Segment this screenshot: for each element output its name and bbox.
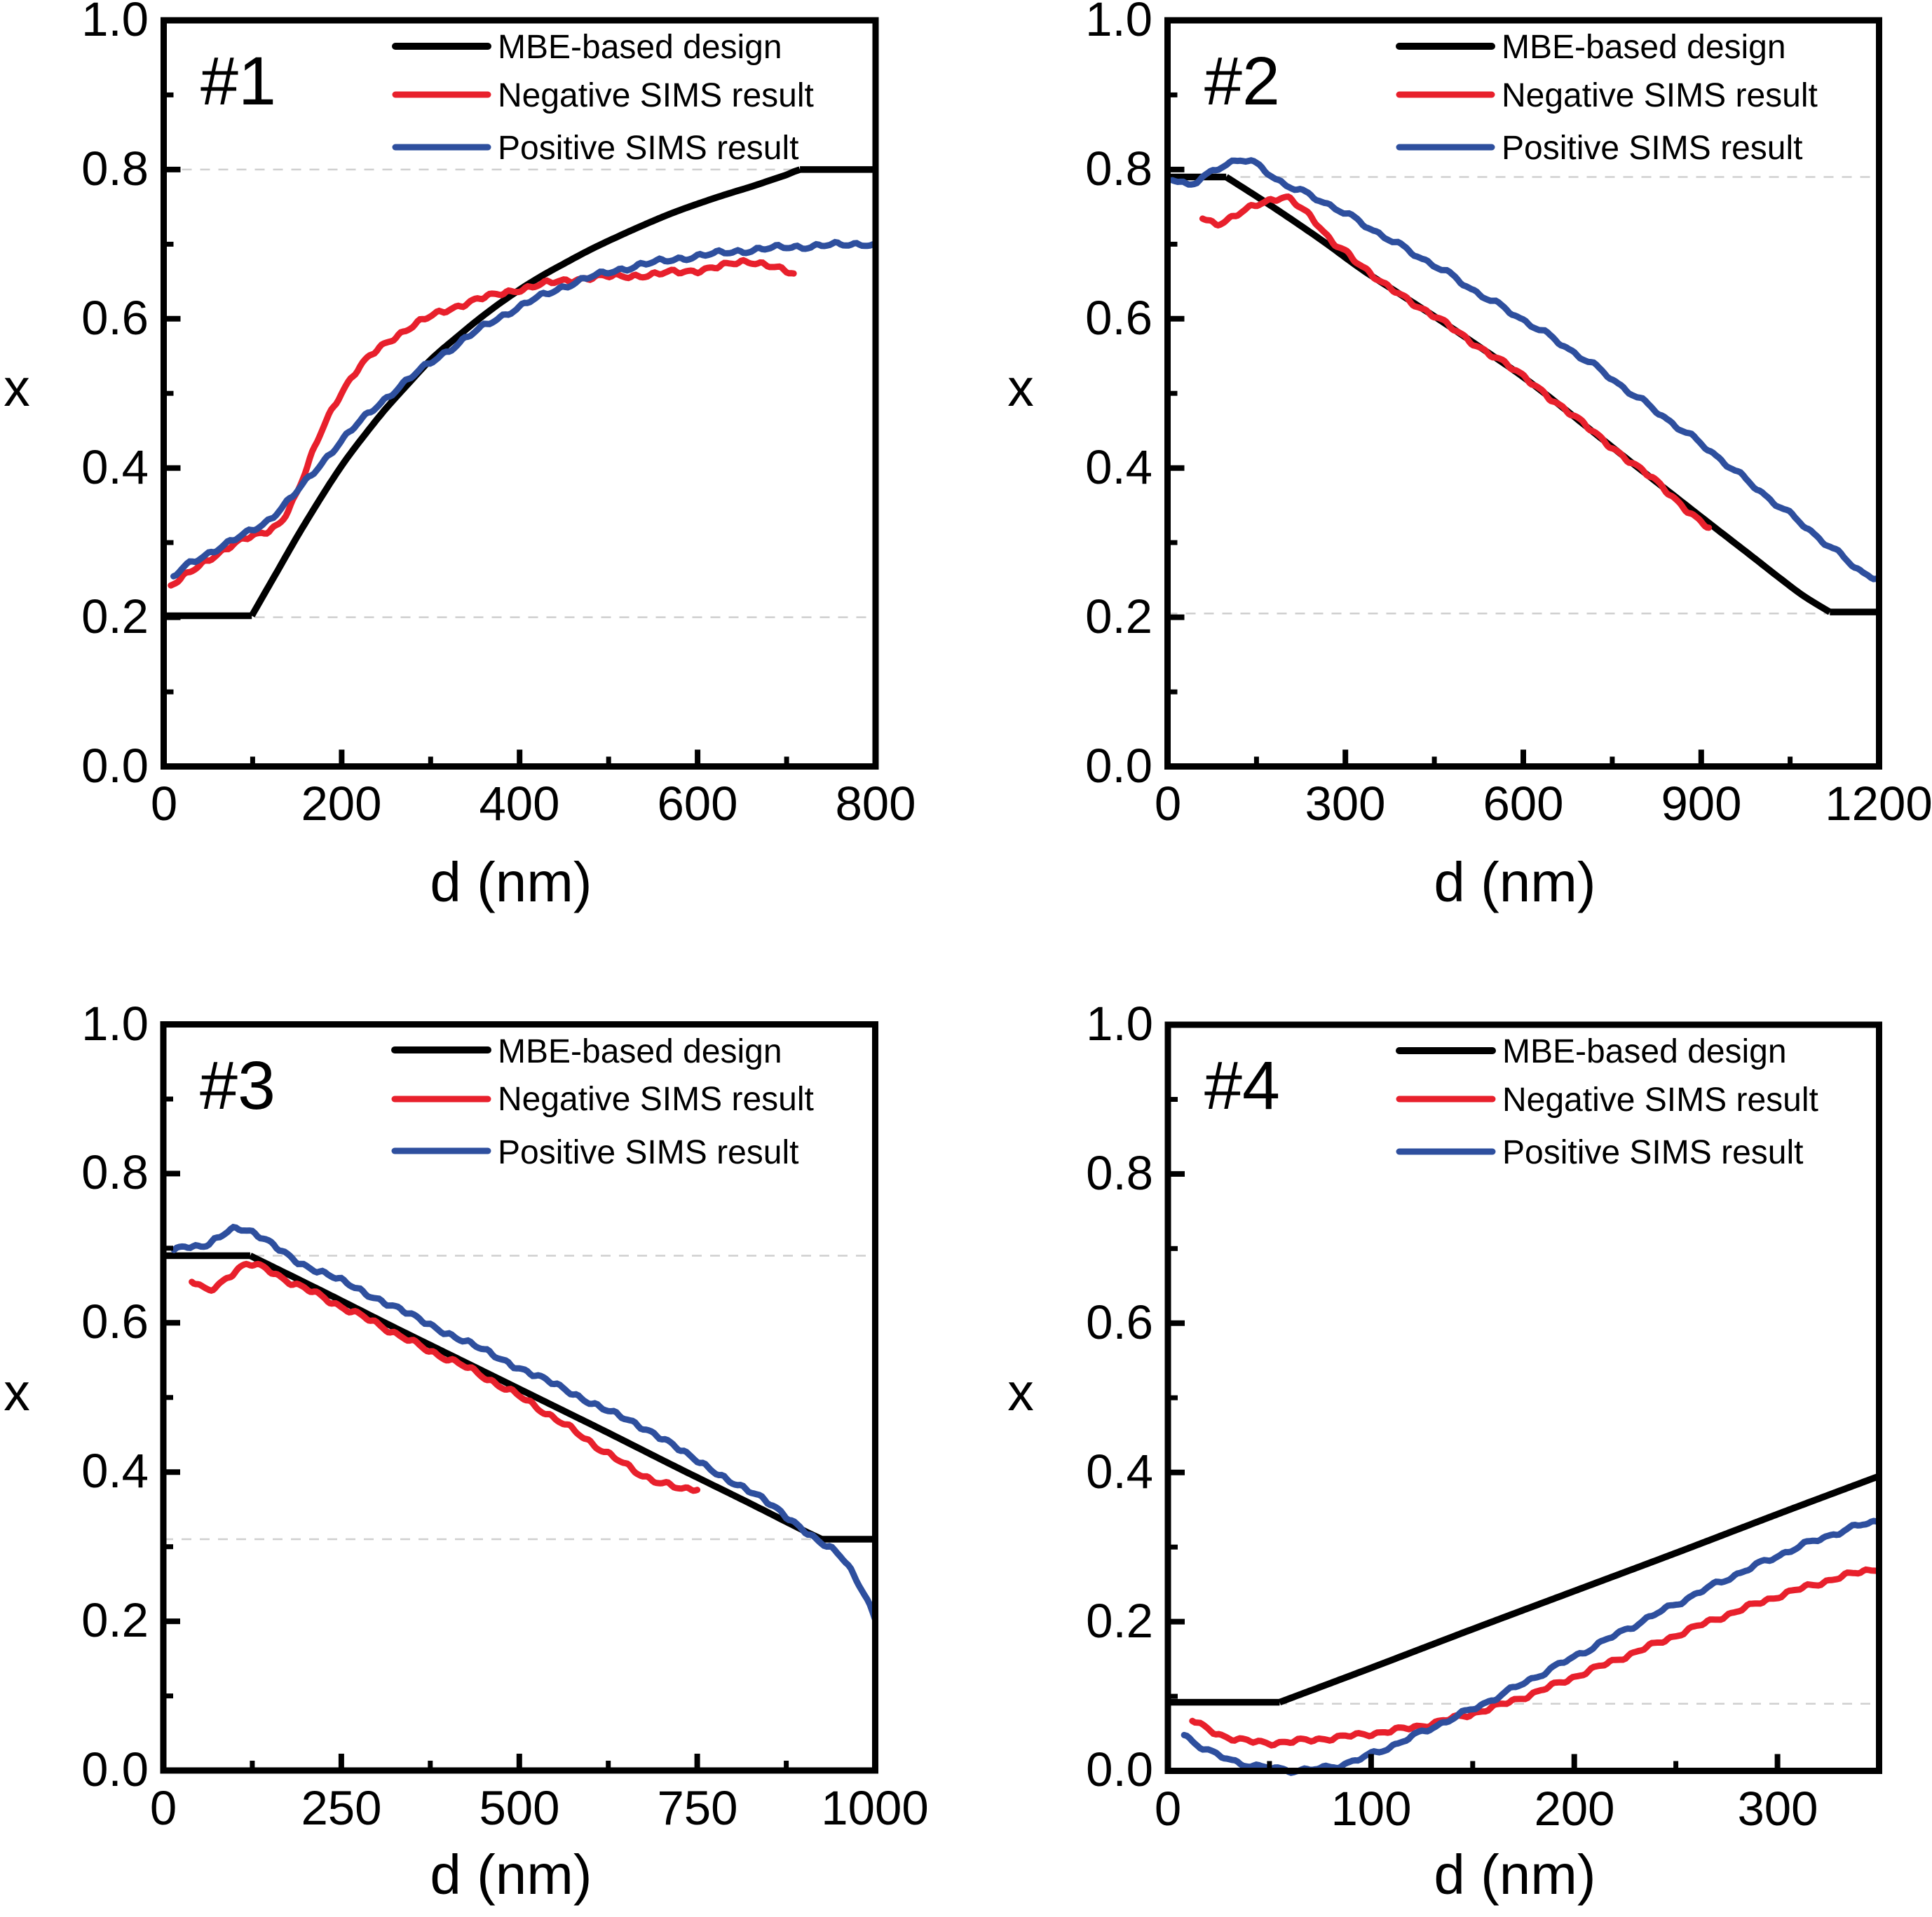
- svg-text:0.8: 0.8: [1085, 142, 1152, 196]
- svg-text:#1: #1: [200, 43, 276, 119]
- svg-text:300: 300: [1305, 777, 1385, 831]
- svg-text:0.0: 0.0: [1086, 1742, 1153, 1796]
- svg-text:250: 250: [301, 1781, 381, 1835]
- svg-text:#4: #4: [1204, 1047, 1280, 1124]
- svg-text:#3: #3: [200, 1047, 275, 1124]
- svg-text:Negative SIMS result: Negative SIMS result: [498, 1081, 814, 1118]
- svg-text:0.4: 0.4: [81, 440, 149, 494]
- svg-text:0.4: 0.4: [1086, 1445, 1153, 1499]
- svg-text:1.0: 1.0: [1086, 997, 1153, 1051]
- svg-text:Positive SIMS result: Positive SIMS result: [498, 1134, 798, 1171]
- svg-text:100: 100: [1331, 1782, 1411, 1836]
- svg-text:1.0: 1.0: [81, 0, 149, 46]
- svg-text:0.2: 0.2: [81, 589, 149, 643]
- svg-text:0.6: 0.6: [81, 1295, 149, 1349]
- svg-text:Negative SIMS result: Negative SIMS result: [498, 77, 814, 114]
- svg-text:d (nm): d (nm): [1434, 851, 1596, 913]
- svg-text:1.0: 1.0: [81, 997, 149, 1051]
- svg-text:Positive SIMS result: Positive SIMS result: [1502, 130, 1802, 167]
- svg-text:600: 600: [1483, 777, 1563, 831]
- svg-text:0.8: 0.8: [81, 142, 149, 196]
- svg-text:0.4: 0.4: [1085, 440, 1152, 494]
- svg-text:Positive SIMS result: Positive SIMS result: [1502, 1134, 1803, 1171]
- svg-text:200: 200: [301, 777, 381, 831]
- svg-text:1200: 1200: [1825, 777, 1932, 831]
- svg-text:0.6: 0.6: [81, 291, 149, 345]
- svg-text:0.4: 0.4: [81, 1444, 149, 1498]
- svg-text:0.6: 0.6: [1085, 291, 1152, 345]
- svg-text:0.2: 0.2: [81, 1593, 149, 1647]
- svg-text:0: 0: [1155, 777, 1181, 831]
- svg-text:d (nm): d (nm): [430, 851, 592, 913]
- svg-text:MBE-based design: MBE-based design: [498, 1033, 782, 1070]
- svg-text:MBE-based design: MBE-based design: [1502, 29, 1786, 66]
- svg-text:x: x: [1007, 1363, 1034, 1421]
- svg-text:0: 0: [151, 777, 177, 831]
- svg-text:0.8: 0.8: [81, 1145, 149, 1199]
- svg-text:Positive SIMS result: Positive SIMS result: [498, 130, 798, 167]
- svg-text:0: 0: [1155, 1782, 1181, 1836]
- svg-text:d (nm): d (nm): [430, 1843, 592, 1906]
- svg-text:1000: 1000: [821, 1781, 929, 1835]
- svg-text:0.2: 0.2: [1085, 589, 1152, 643]
- svg-text:300: 300: [1737, 1782, 1818, 1836]
- svg-text:0.0: 0.0: [81, 1742, 149, 1796]
- svg-text:Negative SIMS result: Negative SIMS result: [1502, 77, 1818, 114]
- svg-text:Negative SIMS result: Negative SIMS result: [1502, 1082, 1818, 1119]
- svg-text:400: 400: [479, 777, 559, 831]
- svg-text:0.8: 0.8: [1086, 1146, 1153, 1200]
- svg-text:MBE-based design: MBE-based design: [1502, 1033, 1787, 1070]
- svg-text:#2: #2: [1204, 43, 1280, 119]
- svg-text:800: 800: [835, 777, 916, 831]
- svg-text:d (nm): d (nm): [1434, 1843, 1596, 1906]
- svg-text:0: 0: [150, 1781, 177, 1835]
- svg-text:0.0: 0.0: [1085, 739, 1152, 793]
- svg-text:x: x: [4, 1363, 30, 1421]
- svg-text:0.0: 0.0: [81, 739, 149, 793]
- svg-text:900: 900: [1661, 777, 1741, 831]
- svg-text:600: 600: [657, 777, 737, 831]
- svg-text:1.0: 1.0: [1085, 0, 1152, 46]
- svg-text:MBE-based design: MBE-based design: [498, 29, 782, 66]
- svg-text:0.6: 0.6: [1086, 1295, 1153, 1349]
- svg-text:x: x: [4, 358, 30, 417]
- svg-text:0.2: 0.2: [1086, 1594, 1153, 1648]
- svg-text:750: 750: [657, 1781, 737, 1835]
- svg-text:500: 500: [479, 1781, 559, 1835]
- svg-text:x: x: [1007, 358, 1034, 417]
- svg-text:200: 200: [1534, 1782, 1614, 1836]
